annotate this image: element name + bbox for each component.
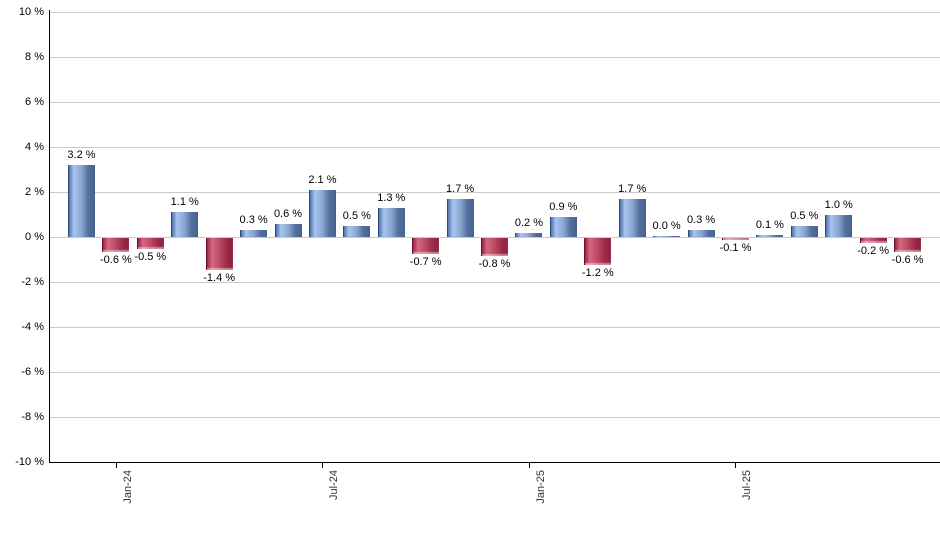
bar <box>102 238 130 252</box>
bar-value-label: -1.2 % <box>581 267 614 279</box>
bar <box>446 198 474 237</box>
bar-value-label: -0.7 % <box>409 255 442 268</box>
bar-value-label: -0.6 % <box>100 253 132 266</box>
bar <box>584 238 612 265</box>
bar-value-label: 1.0 % <box>824 198 853 211</box>
bar <box>549 216 577 237</box>
bar-value-label: 0.3 % <box>686 214 716 227</box>
bar-value-label: 0.0 % <box>652 220 681 232</box>
x-tick-label: Jan-25 <box>534 470 547 504</box>
bar-value-label: -0.8 % <box>478 258 511 270</box>
bar <box>515 232 543 237</box>
y-tick-label: 2 % <box>25 186 44 198</box>
x-tick-label: Jul-24 <box>328 470 341 500</box>
bar-value-label: -0.2 % <box>857 244 890 257</box>
bar <box>240 230 268 237</box>
bar-value-label: 1.1 % <box>170 196 199 209</box>
x-axis-line <box>49 462 940 463</box>
bar-value-label: 0.9 % <box>549 200 578 213</box>
bar <box>756 234 784 237</box>
gridline-0 <box>49 237 940 238</box>
bar-value-label: 3.2 % <box>67 149 96 161</box>
bar-value-label: -0.6 % <box>891 253 924 266</box>
gridline-6 <box>49 102 940 103</box>
y-tick-label: 6 % <box>25 96 44 108</box>
x-tick-label: Jan-24 <box>121 470 134 504</box>
y-tick-label: 4 % <box>25 141 44 153</box>
y-tick-label: -6 % <box>21 366 44 378</box>
bar <box>377 207 405 237</box>
x-tick <box>735 462 737 468</box>
y-tick-label: -8 % <box>21 411 44 423</box>
bar-value-label: 1.7 % <box>618 182 647 195</box>
bar <box>859 238 887 243</box>
bar <box>412 238 440 254</box>
bar <box>618 198 646 237</box>
bar-value-label: 0.6 % <box>273 207 303 220</box>
bar <box>274 223 302 237</box>
bar <box>721 238 749 241</box>
bar <box>343 225 371 237</box>
bar-value-label: -1.4 % <box>203 271 236 284</box>
gridline-4 <box>49 147 940 148</box>
bar <box>205 238 233 270</box>
y-tick-label: -4 % <box>21 321 44 333</box>
bar <box>653 236 681 237</box>
x-tick <box>322 462 324 468</box>
y-axis-line <box>49 10 50 463</box>
y-tick-label: 0 % <box>25 231 44 243</box>
bar-value-label: 0.5 % <box>342 209 371 222</box>
bar-value-label: -0.1 % <box>719 242 752 255</box>
bar <box>136 238 164 250</box>
bar-value-label: 0.5 % <box>790 209 819 222</box>
bar <box>687 230 715 237</box>
bar <box>171 212 199 237</box>
bar-value-label: -0.5 % <box>134 251 167 264</box>
bar-value-label: 2.1 % <box>308 173 337 186</box>
x-tick-label: Jul-25 <box>741 470 754 500</box>
bar-value-label: 0.3 % <box>239 214 268 227</box>
bar <box>68 165 95 237</box>
x-tick <box>115 462 117 468</box>
y-tick-label: 10 % <box>18 6 44 18</box>
gridline-2 <box>49 192 940 193</box>
bar-value-label: 1.3 % <box>377 191 406 204</box>
bar <box>481 238 509 256</box>
y-tick-label: 8 % <box>25 51 44 63</box>
bar-value-label: 0.2 % <box>514 216 544 229</box>
bar <box>825 214 853 237</box>
gridline-10 <box>49 12 940 13</box>
bar <box>790 225 818 237</box>
x-tick <box>528 462 530 468</box>
bar <box>894 238 922 252</box>
bar-value-label: 0.1 % <box>755 218 784 231</box>
gridline--4 <box>49 327 940 328</box>
y-tick-label: -2 % <box>21 276 44 288</box>
gridline-8 <box>49 57 940 58</box>
bar-value-label: 1.7 % <box>446 182 475 195</box>
gridline--6 <box>49 372 940 373</box>
gridline--8 <box>49 417 940 418</box>
y-tick-label: -10 % <box>15 456 44 468</box>
gridline--2 <box>49 282 940 283</box>
bar <box>308 189 336 237</box>
